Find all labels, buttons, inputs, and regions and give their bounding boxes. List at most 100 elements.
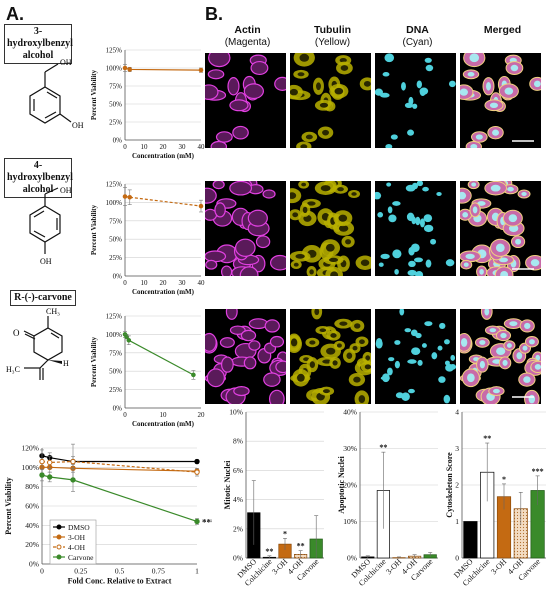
cell-actin xyxy=(207,69,225,80)
cell-tubulin-core xyxy=(307,201,316,206)
cell-tubulin-core xyxy=(322,359,332,364)
x-tick-label: 30 xyxy=(179,143,187,151)
data-point xyxy=(194,518,200,525)
compound-box-carvone: R-(-)-carvone xyxy=(10,290,76,306)
structure-3-hydroxybenzyl-alcohol: OH OH xyxy=(29,58,84,130)
y-axis-label: Cytoskeleton Score xyxy=(445,452,454,518)
nucleus xyxy=(375,88,383,96)
cell-actin xyxy=(212,181,225,190)
significance-marker: ** xyxy=(379,443,387,452)
nucleus xyxy=(423,224,434,233)
cell-tubulin-core xyxy=(319,102,329,108)
data-point xyxy=(194,458,200,465)
data-point xyxy=(126,337,132,343)
cell-tubulin-core xyxy=(301,182,307,187)
nucleus-merged xyxy=(500,270,509,276)
x-tick-label: 30 xyxy=(179,279,187,287)
nucleus-merged xyxy=(506,343,512,348)
cell-actin xyxy=(248,340,261,351)
nucleus xyxy=(411,347,421,355)
nucleus-merged xyxy=(462,212,469,218)
data-point xyxy=(127,67,133,72)
cell-tubulin-core xyxy=(359,339,365,345)
h3c-label: H₃C xyxy=(6,365,20,374)
series-line xyxy=(124,195,202,207)
x-tick-label: 20 xyxy=(160,143,168,151)
nucleus-merged xyxy=(528,394,536,404)
cell-tubulin-core xyxy=(319,328,327,333)
nucleus xyxy=(405,184,416,192)
x-tick-label: 20 xyxy=(160,279,168,287)
nucleus-merged xyxy=(479,268,484,275)
nucleus xyxy=(431,352,438,360)
cell-actin xyxy=(269,335,285,348)
x-tick-label: 20 xyxy=(198,411,206,419)
cell-tubulin-core xyxy=(323,389,330,394)
significance-marker: ** xyxy=(483,434,491,443)
y-tick-label: 0% xyxy=(113,405,123,413)
nucleus-merged xyxy=(510,64,519,72)
y-tick-label: 25% xyxy=(109,254,122,262)
cell-actin xyxy=(255,235,271,249)
x-axis-label: Concentration (mM) xyxy=(132,420,195,428)
nucleus-merged xyxy=(460,191,467,200)
nucleus-merged xyxy=(530,259,540,267)
micrograph-carvone-actin xyxy=(205,309,286,404)
y-tick-label: 40% xyxy=(343,408,357,417)
x-tick-label: 0 xyxy=(123,279,127,287)
nucleus xyxy=(416,181,424,187)
nucleus xyxy=(380,253,390,260)
data-point xyxy=(70,458,76,465)
nucleus-merged xyxy=(508,214,518,223)
cell-actin xyxy=(210,140,228,148)
structure-r-carvone: CH₃ O H₃C H xyxy=(6,307,69,380)
nucleus xyxy=(388,214,397,223)
y-tick-label: 4 xyxy=(455,408,459,417)
cell-tubulin-core xyxy=(365,355,371,361)
y-tick-label: 0% xyxy=(113,273,123,281)
nucleus-merged xyxy=(492,129,500,136)
y-axis-label: Percent Viability xyxy=(90,204,98,255)
cell-tubulin-core xyxy=(305,134,313,140)
column-title-merged: Merged xyxy=(483,24,522,36)
data-point xyxy=(194,469,200,475)
nucleus-merged xyxy=(469,53,480,63)
nucleus xyxy=(408,388,415,394)
nucleus xyxy=(450,354,456,361)
micrograph-carvone-merged xyxy=(460,309,541,404)
cell-actin xyxy=(205,332,217,352)
y-tick-label: 50% xyxy=(109,236,122,244)
nucleus xyxy=(394,268,399,275)
cell-tubulin-core xyxy=(314,309,320,316)
cell-actin xyxy=(274,76,286,91)
nucleus xyxy=(445,259,455,267)
cell-tubulin-core xyxy=(354,323,361,329)
nucleus xyxy=(415,332,422,339)
cell-actin xyxy=(215,131,233,143)
nucleus xyxy=(404,328,412,333)
nucleus xyxy=(424,57,432,63)
y-tick-label: 4% xyxy=(233,495,243,504)
y-tick-label: 1 xyxy=(455,517,459,526)
cell-tubulin-core xyxy=(326,347,336,355)
micrograph-background xyxy=(375,181,456,276)
nucleus xyxy=(423,214,433,223)
y-axis-label: Percent Viability xyxy=(90,69,98,120)
panel-label-a: A. xyxy=(6,4,24,24)
column-title-tubulin: Tubulin xyxy=(313,24,352,36)
nucleus-merged xyxy=(489,328,497,333)
nucleus-merged xyxy=(490,184,501,192)
cell-actin xyxy=(243,83,264,100)
y-tick-label: 10% xyxy=(229,408,243,417)
cell-tubulin-core xyxy=(337,187,344,192)
h-label: H xyxy=(63,359,69,368)
y-tick-label: 20% xyxy=(343,481,357,490)
micrograph-3oh-actin xyxy=(205,53,286,148)
nucleus xyxy=(425,64,434,72)
x-axis-label: Fold Conc. Relative to Extract xyxy=(68,577,172,586)
nucleus xyxy=(449,364,456,370)
compound-name-3oh-line1: 3-hydroxylbenzyl xyxy=(7,26,73,49)
nucleus xyxy=(424,321,433,327)
